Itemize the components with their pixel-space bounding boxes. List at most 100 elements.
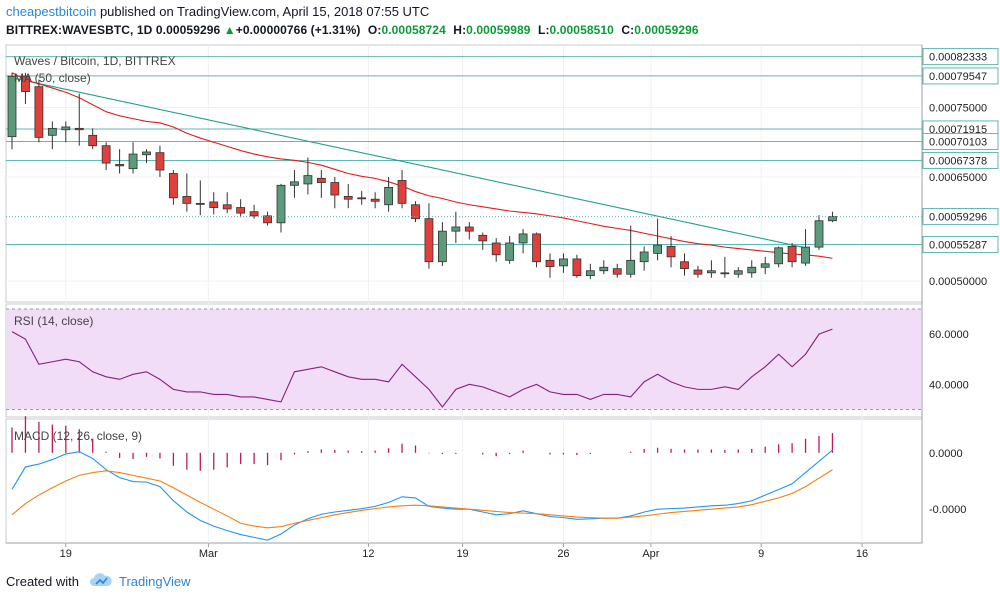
symbol-name: BITTREX:WAVESBTC, 1D: [6, 23, 153, 37]
ma-legend-label: MA (50, close): [14, 71, 91, 85]
candle-down: [397, 170, 407, 209]
open-value: 0.00058724: [381, 23, 446, 37]
close-label: C:: [621, 23, 635, 37]
candle-up: [747, 260, 757, 278]
rsi-panel[interactable]: [6, 308, 922, 410]
candle-down: [612, 263, 622, 278]
time-tick-label: 19: [60, 548, 72, 560]
publish-text: published on TradingView.com, April 15, …: [96, 4, 430, 19]
price-panel-frame: [5, 44, 923, 303]
candle-body: [518, 233, 528, 244]
candle-up: [451, 211, 461, 243]
level-price-tag: [922, 235, 999, 253]
candle-up: [639, 246, 649, 271]
candle-body: [424, 218, 434, 263]
candle-down: [236, 199, 246, 218]
candle-body: [343, 196, 353, 200]
candle-up: [384, 176, 394, 212]
rsi-tick-label: 40.0000: [929, 379, 969, 391]
macd-panel[interactable]: [11, 416, 834, 541]
candle-body: [733, 270, 743, 275]
candle-body: [559, 258, 568, 267]
level-price-tag: [922, 67, 999, 85]
candle-down: [182, 173, 192, 212]
candle-down: [572, 254, 582, 278]
axes: 19 Mar 12 19 26 Apr 9 16 0.00050000 0.00065000 0.0…: [60, 48, 999, 560]
candle-down: [88, 128, 98, 150]
candle-body: [505, 242, 515, 261]
tradingview-cloud-icon[interactable]: [89, 573, 113, 590]
candle-down: [478, 232, 488, 250]
candle-down: [74, 93, 84, 146]
level-price-tag-label: 0.00079547: [929, 71, 987, 83]
tradingview-link[interactable]: TradingView: [118, 574, 191, 589]
candle-body: [411, 204, 420, 220]
candle-body: [585, 270, 595, 277]
candle-body: [384, 186, 394, 206]
candle-body: [828, 216, 837, 222]
time-tick-label: 12: [362, 548, 374, 560]
candle-down: [21, 72, 30, 105]
candle-body: [397, 180, 407, 204]
candle-body: [101, 145, 111, 164]
candle-body: [61, 126, 71, 131]
rsi-tick-label: 60.0000: [929, 329, 969, 341]
price-change: +0.00000766 (+1.31%): [235, 23, 361, 37]
macd-signal-line: [11, 469, 833, 529]
candle-body: [47, 127, 57, 136]
rsi-line: [11, 328, 833, 408]
candle-down: [357, 190, 367, 205]
candle-body: [639, 251, 649, 263]
candle-down: [666, 236, 676, 268]
candle-body: [760, 263, 770, 268]
candle-body: [774, 247, 784, 265]
low-label: L:: [538, 23, 550, 37]
ma-line: [11, 72, 833, 259]
publish-line: cheapestbitcoin published on TradingView…: [6, 4, 429, 19]
time-tick-label: 9: [758, 548, 764, 560]
candle-body: [168, 173, 178, 199]
level-price-tag-label: 0.00070103: [929, 137, 987, 149]
candle-up: [142, 149, 151, 164]
candle-body: [195, 202, 205, 205]
candle-body: [249, 211, 259, 217]
candle-body: [814, 220, 824, 248]
candle-up: [707, 260, 716, 278]
candle-down: [370, 192, 380, 209]
candle-body: [182, 196, 192, 204]
candle-down: [249, 204, 259, 219]
candle-body: [128, 153, 138, 170]
candle-body: [290, 181, 299, 186]
macd-legend-label: MACD (12, 26, close, 9): [14, 429, 142, 443]
candle-body: [787, 246, 797, 263]
price-tick-label: 0.00050000: [929, 276, 987, 288]
last-price-tag: [922, 208, 999, 226]
candle-down: [263, 211, 272, 226]
symbol-ohlc-line: BITTREX:WAVESBTC, 1D 0.00059296 ▲+0.0000…: [6, 23, 699, 37]
candle-up: [626, 225, 636, 278]
rsi-band: [7, 309, 921, 410]
level-price-tag-label: 0.00082333: [929, 52, 987, 64]
candle-up: [7, 72, 17, 150]
time-tick-label: Apr: [642, 548, 659, 560]
candle-body: [330, 182, 340, 196]
last-price-tag-label: 0.00059296: [929, 212, 987, 224]
high-label: H:: [453, 23, 467, 37]
macd-tick-label: 0.0000: [929, 448, 963, 460]
candle-body: [236, 207, 246, 214]
candle-body: [451, 226, 461, 232]
candle-body: [626, 259, 636, 275]
candle-body: [801, 246, 810, 264]
level-price-tag: [922, 151, 999, 169]
candle-down: [101, 142, 111, 171]
candle-body: [612, 268, 622, 275]
candle-body: [599, 266, 609, 272]
candle-down: [464, 222, 474, 240]
price-panel[interactable]: [6, 56, 922, 280]
candle-up: [290, 170, 299, 198]
candle-body: [74, 127, 84, 131]
candle-down: [168, 170, 178, 205]
author-link[interactable]: cheapestbitcoin: [6, 4, 97, 19]
candle-body: [276, 184, 286, 224]
